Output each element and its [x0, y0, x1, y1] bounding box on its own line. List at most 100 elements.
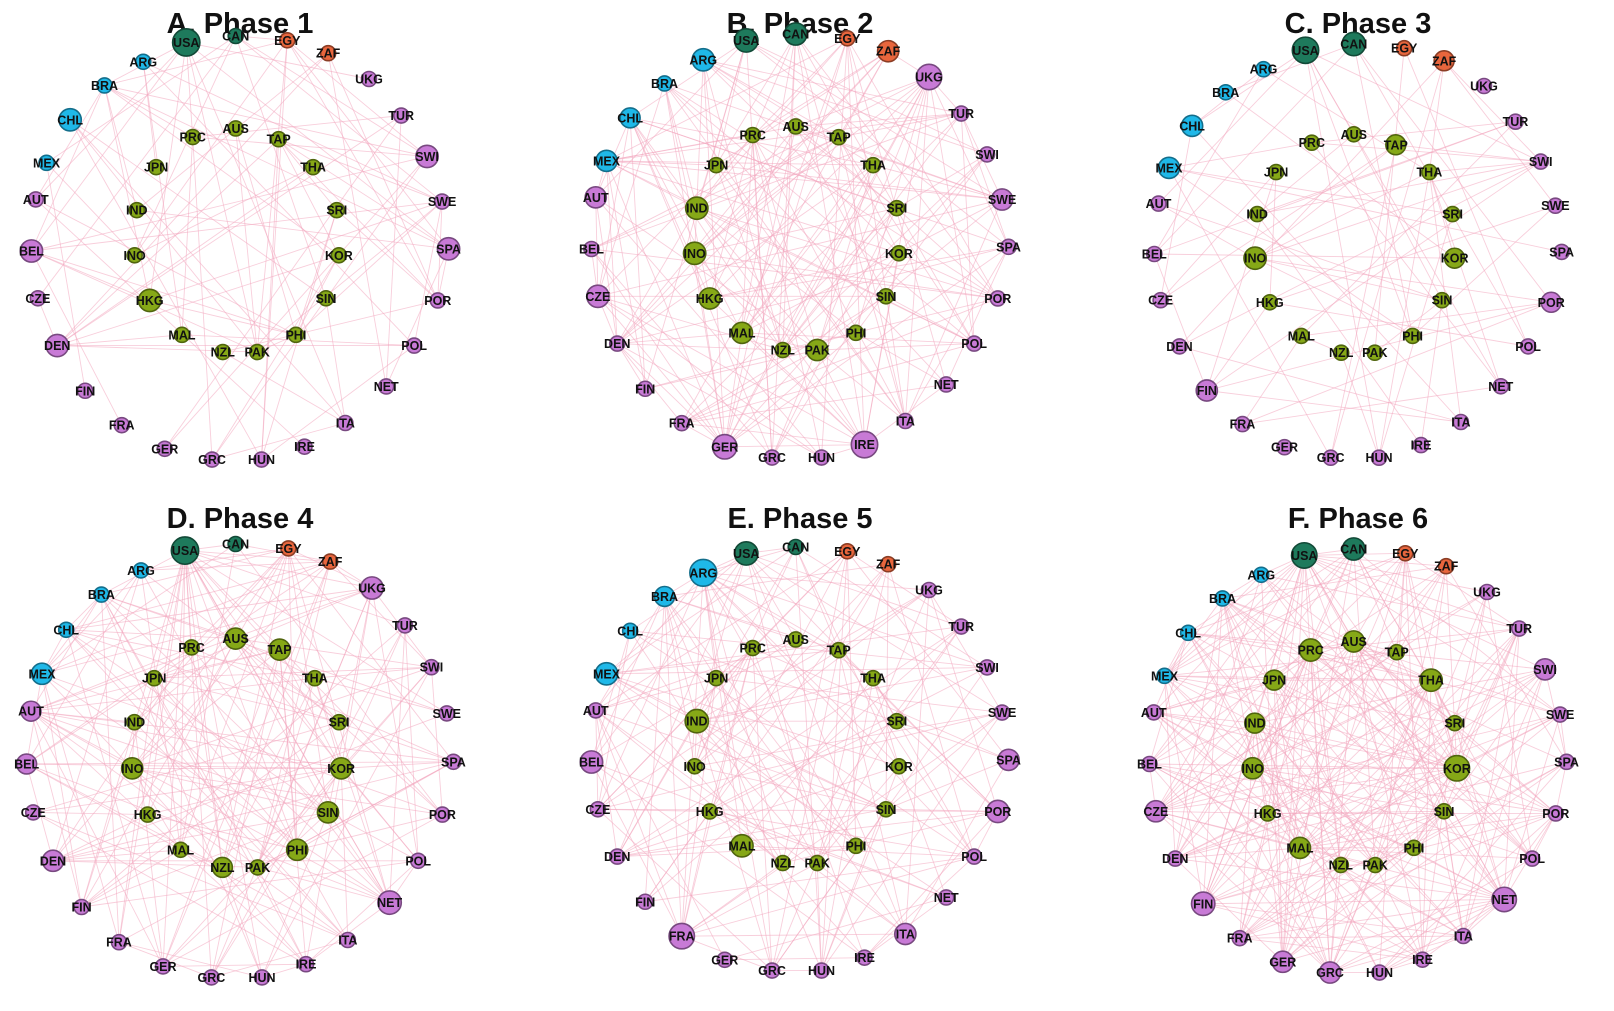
edge-FIN-JPN	[1206, 171, 1277, 391]
node-egy: EGY	[834, 29, 861, 47]
edge-NET-KOR	[898, 766, 947, 898]
edge-FIN-IND	[1202, 723, 1256, 904]
node-ire: IRE	[1411, 436, 1432, 454]
node-label: IRE	[1411, 439, 1432, 453]
node-phi: PHI	[845, 837, 866, 855]
node-fra: FRA	[669, 414, 695, 432]
node-label: TAP	[1385, 646, 1409, 660]
edge-HKG-PHI	[147, 814, 298, 851]
edge-TAP-INO	[131, 649, 280, 769]
edge-MEX-PHI	[1168, 167, 1413, 337]
edge-CZE-TAP	[1160, 144, 1397, 301]
edge-ZAF-DEN	[56, 52, 329, 346]
node-label: ZAF	[318, 555, 343, 569]
node-pol: POL	[401, 337, 427, 354]
edge-ARG-UKG	[703, 572, 930, 591]
edge-ARG-TUR	[703, 59, 962, 114]
edge-AUT-KOR	[1153, 711, 1457, 769]
node-circle	[58, 107, 83, 132]
node-aut: AUT	[1146, 195, 1172, 212]
node-circle	[27, 191, 45, 208]
edge-CZE-SRI	[33, 721, 340, 813]
edge-DEN-AUS	[616, 126, 797, 344]
edge-EGY-PRC	[752, 550, 848, 649]
node-aus: AUS	[1341, 126, 1367, 143]
edge-BEL-HKG	[31, 250, 150, 301]
node-net: NET	[374, 378, 399, 395]
edge-CHL-HUN	[69, 119, 262, 460]
edge-PRC-NZL	[1310, 649, 1342, 866]
edge-USA-JPN	[153, 550, 186, 679]
edge-AUT-INO	[1158, 203, 1256, 259]
edge-TUR-IND	[1257, 121, 1516, 215]
node-ger: GER	[149, 958, 177, 975]
edge-CAN-MEX	[41, 543, 236, 675]
edge-POR-GER	[162, 814, 443, 967]
node-circle	[93, 586, 110, 603]
node-circle	[1146, 245, 1163, 263]
node-label: JPN	[1262, 674, 1286, 688]
node-label: PHI	[287, 843, 308, 857]
edge-IRE-KOR	[864, 253, 900, 445]
node-label: TAP	[267, 133, 291, 147]
edge-PRC-HKG	[709, 647, 754, 812]
edge-ITA-DEN	[1179, 345, 1462, 423]
node-circle	[897, 412, 914, 430]
node-circle	[1510, 620, 1528, 637]
edge-BRA-INO	[664, 596, 696, 767]
edge-TUR-NET	[1503, 628, 1520, 900]
node-label: SIN	[318, 806, 339, 820]
node-circle	[1214, 590, 1231, 607]
edge-MEX-DEN	[606, 160, 618, 344]
edge-GRC-SIN	[771, 809, 887, 971]
edge-FRA-PHI	[1239, 847, 1415, 939]
edge-CAN-BRA	[1225, 43, 1354, 93]
edge-SWE-HKG	[1269, 205, 1556, 303]
node-label: CHL	[1175, 626, 1201, 640]
node-label: USA	[172, 544, 198, 558]
edge-HKG-SIN	[1267, 810, 1445, 814]
node-label: JPN	[144, 161, 168, 175]
node-circle	[1152, 291, 1169, 309]
edge-ARG-NZL	[702, 59, 784, 351]
edge-NET-FRA	[1242, 385, 1501, 425]
node-arg: ARG	[1250, 60, 1277, 78]
edge-POR-INO	[694, 252, 998, 299]
node-pol: POL	[405, 852, 431, 870]
node-jpn: JPN	[1264, 163, 1288, 181]
node-kor: KOR	[885, 757, 913, 775]
node-circle	[429, 292, 447, 309]
node-circle	[774, 854, 792, 872]
node-circle	[73, 898, 90, 916]
edge-TUR-KOR	[340, 625, 406, 769]
node-circle	[1341, 31, 1367, 57]
edge-ITA-AUT	[30, 710, 349, 941]
edge-UKG-KOR	[340, 587, 373, 769]
node-aut: AUT	[1141, 704, 1167, 721]
node-bel: BEL	[14, 753, 39, 775]
edge-UKG-INO	[694, 589, 930, 767]
edge-IRE-FRA	[1239, 937, 1423, 961]
edge-UKG-ITA	[904, 589, 930, 935]
edge-SWE-PAK	[256, 201, 443, 353]
node-ita: ITA	[1451, 413, 1471, 431]
node-tap: TAP	[267, 130, 291, 148]
edge-IND-PHI	[696, 207, 857, 334]
node-circle	[808, 854, 826, 872]
edge-DEN-KOR	[1175, 767, 1458, 860]
node-label: HKG	[134, 808, 162, 822]
node-swi: SWI	[975, 659, 999, 676]
node-bel: BEL	[579, 240, 604, 258]
node-circle	[587, 702, 605, 719]
node-phi: PHI	[1403, 839, 1424, 857]
edge-CHL-FIN	[629, 117, 646, 389]
node-circle	[689, 558, 718, 588]
edge-CHL-HKG	[629, 117, 711, 299]
node-tha: THA	[860, 669, 886, 687]
node-label: MEX	[28, 667, 56, 681]
edge-ARG-BEL	[26, 570, 142, 765]
edge-TUR-SPA	[960, 113, 1009, 248]
edge-CHL-SPA	[66, 629, 454, 763]
edge-BRA-SPA	[104, 85, 449, 250]
node-label: UKG	[355, 73, 383, 87]
